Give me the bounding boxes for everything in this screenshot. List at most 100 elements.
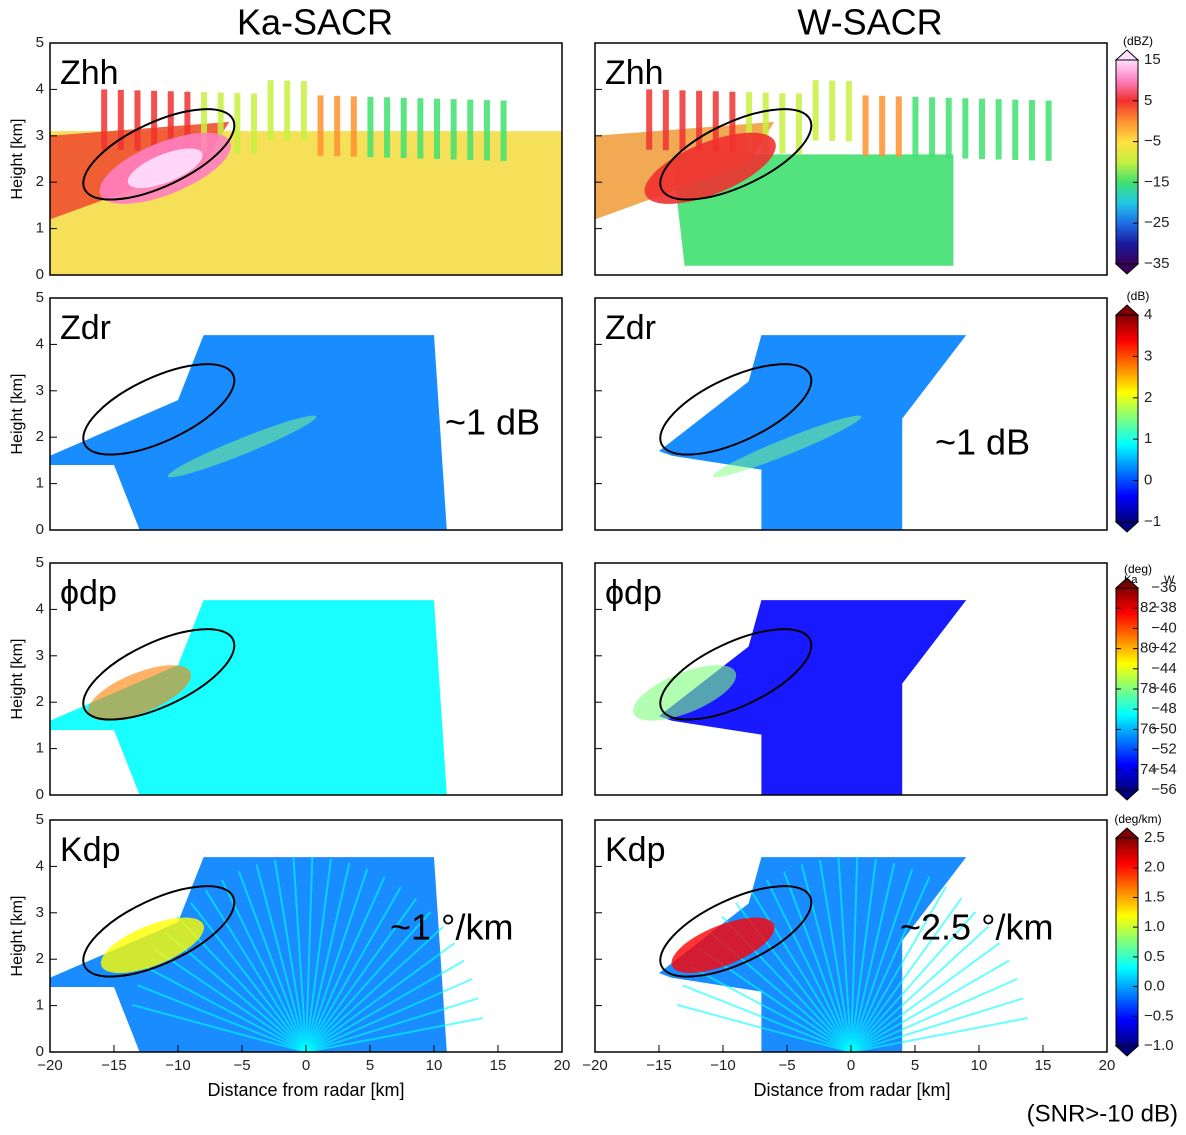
echo-streak: [1012, 99, 1019, 160]
echo-streak: [237, 870, 307, 1052]
echo-streak: [400, 97, 407, 159]
annotation: ~1 dB: [445, 402, 540, 443]
echo-streak: [850, 911, 977, 1052]
x-tick-label: −15: [101, 1057, 126, 1074]
echo-core: [633, 665, 737, 721]
colorbar-tick-label: 2.0: [1144, 859, 1165, 876]
echo-streak: [879, 95, 886, 157]
echo-streak: [762, 92, 769, 153]
echo-streak: [689, 965, 852, 1052]
echo-streak: [995, 99, 1002, 160]
colorbar-tick-label: 3: [1144, 347, 1152, 364]
echo-streak: [101, 89, 108, 150]
echo-streak: [812, 80, 819, 141]
echo-streak: [305, 886, 402, 1052]
annotation: ~2.5 °/km: [900, 907, 1053, 948]
echo-streak: [367, 96, 374, 158]
echo-region: [50, 335, 447, 530]
echo-streak: [696, 90, 703, 152]
colorbar-tick-label: −0.5: [1144, 1007, 1174, 1024]
colorbar-tick-label: 76: [1140, 720, 1157, 737]
colorbar-tick-label: 4: [1144, 306, 1152, 323]
colorbar-tick-label: 1: [1144, 430, 1152, 447]
panel-label: ϕdp: [60, 574, 117, 612]
x-axis-label: Distance from radar [km]: [753, 1080, 950, 1100]
x-tick-label: −5: [778, 1057, 795, 1074]
colorbar-tick-label: 1.0: [1144, 918, 1165, 935]
column-title: Ka-SACR: [237, 2, 393, 43]
echo-core: [644, 132, 776, 204]
colorbar-tick-label: −1: [1144, 513, 1161, 530]
colorbar-tick-label: −25: [1144, 214, 1169, 231]
echo-streak: [117, 89, 124, 151]
radar-field: [50, 600, 447, 795]
highlight-ellipse: [82, 885, 236, 978]
panel-label: Zdr: [60, 309, 111, 347]
footnote: (SNR>-10 dB): [1027, 1100, 1178, 1127]
colorbar-tick-label: 5: [1144, 92, 1152, 109]
x-tick-label: 15: [1035, 1057, 1052, 1074]
echo-streak: [850, 876, 931, 1052]
y-tick-label: 0: [36, 786, 44, 803]
panel-label: ϕdp: [605, 574, 662, 612]
radar-field: [633, 600, 967, 795]
x-tick-label: 15: [490, 1057, 507, 1074]
y-tick-label: 4: [36, 600, 44, 617]
echo-streak: [153, 947, 307, 1052]
x-tick-label: 0: [847, 1057, 855, 1074]
echo-streak: [384, 97, 391, 158]
y-tick-label: 0: [36, 266, 44, 283]
echo-streak: [850, 997, 1024, 1052]
colorbar-sub-label: Ka: [1124, 574, 1138, 586]
colorbar-tick-label: −15: [1144, 173, 1169, 190]
colorbar-unit: (deg/km): [1114, 812, 1161, 826]
echo-core: [88, 665, 192, 721]
y-tick-label: 2: [36, 173, 44, 190]
echo-streak: [850, 858, 877, 1052]
colorbar: [1115, 314, 1139, 523]
echo-streak: [850, 978, 1018, 1052]
echo-streak: [204, 889, 307, 1052]
echo-streak: [929, 97, 936, 158]
echo-streak: [850, 886, 947, 1052]
echo-streak: [962, 98, 969, 159]
colorbar-tick-label: 0: [1144, 472, 1152, 489]
colorbar-tick-label: −5: [1144, 133, 1161, 150]
echo-streak: [483, 100, 490, 161]
echo-streak: [305, 942, 456, 1052]
echo-streak: [837, 857, 852, 1052]
echo-streak: [305, 1017, 483, 1052]
echo-core: [671, 917, 775, 973]
echo-streak: [467, 99, 474, 160]
x-tick-label: −15: [646, 1057, 671, 1074]
echo-streak: [305, 857, 314, 1052]
colorbar-tick-label: 0.0: [1144, 978, 1165, 995]
echo-streak: [167, 91, 174, 152]
y-axis-label: Height [km]: [9, 896, 26, 977]
echo-core: [100, 917, 204, 973]
echo-streak: [305, 868, 369, 1052]
echo-streak: [676, 1003, 852, 1052]
y-tick-label: 5: [36, 289, 44, 306]
x-axis-label: Distance from radar [km]: [207, 1080, 404, 1100]
echo-streak: [300, 81, 307, 142]
radar-field: [50, 80, 562, 275]
x-tick-label: 10: [426, 1057, 443, 1074]
annotation: ~1 °/km: [390, 907, 513, 948]
echo-streak: [945, 97, 952, 159]
colorbar-tick-label: 1.5: [1144, 888, 1165, 905]
plot-frame: [49, 42, 563, 276]
y-tick-label: 0: [36, 521, 44, 538]
echo-streak: [190, 902, 307, 1052]
colorbar-unit: (dBZ): [1123, 34, 1153, 48]
y-axis-label: Height [km]: [9, 374, 26, 455]
y-tick-label: 1: [36, 475, 44, 492]
colorbar-tick-label: 0.5: [1144, 948, 1165, 965]
echo-streak: [646, 89, 653, 150]
echo-streak: [682, 984, 852, 1052]
y-tick-label: 5: [36, 554, 44, 571]
colorbar-tick-label: −40: [1151, 619, 1176, 636]
echo-core: [712, 415, 862, 478]
plot-frame: [594, 297, 1108, 531]
echo-streak: [250, 93, 257, 154]
